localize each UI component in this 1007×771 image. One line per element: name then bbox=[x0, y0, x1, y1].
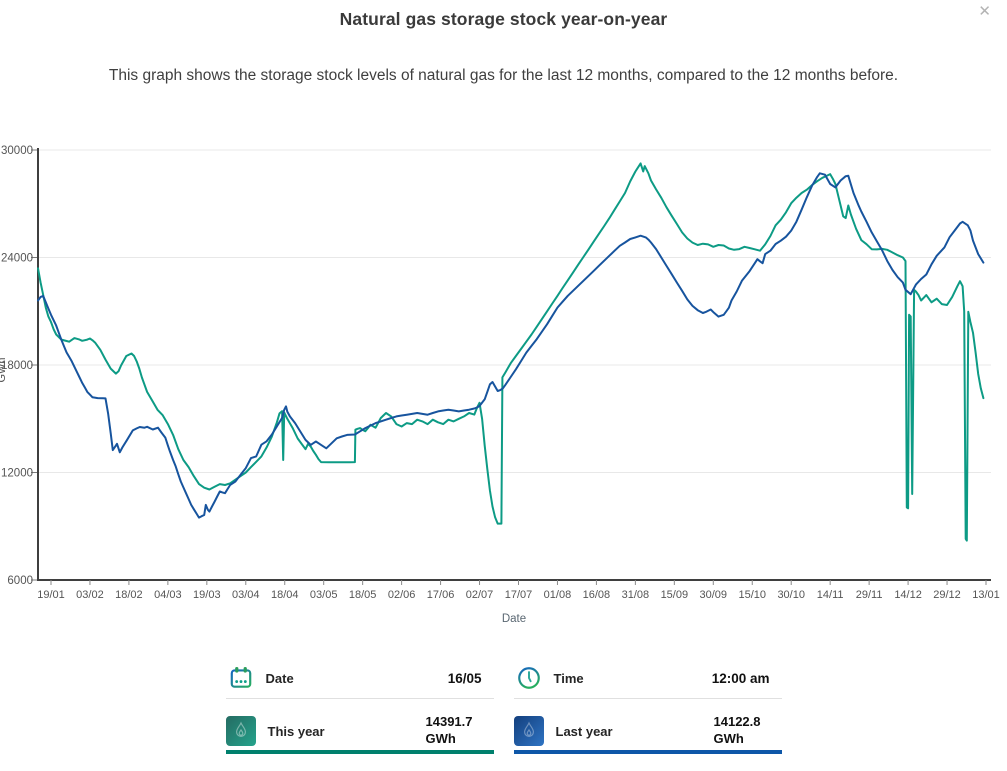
last-year-label: Last year bbox=[555, 723, 613, 739]
svg-text:6000: 6000 bbox=[7, 575, 33, 587]
calendar-icon bbox=[228, 665, 254, 691]
last-year-accent-bar bbox=[513, 750, 782, 754]
tooltip-time-value: 12:00 am bbox=[711, 670, 770, 686]
last-year-unit: GWh bbox=[713, 731, 744, 746]
y-axis-unit-label: GWh bbox=[0, 357, 8, 382]
svg-text:03/04: 03/04 bbox=[232, 589, 260, 601]
svg-text:18/05: 18/05 bbox=[349, 589, 377, 601]
svg-text:12000: 12000 bbox=[1, 468, 33, 480]
svg-text:18/04: 18/04 bbox=[271, 589, 299, 601]
this-year-accent-bar bbox=[225, 750, 494, 754]
chart-svg[interactable]: 6000 12000 18000 24000 30000 GWh 19/01 03/02 18/… bbox=[0, 128, 1007, 633]
this-year-number: 14391.7 bbox=[425, 714, 473, 730]
this-year-unit: GWh bbox=[425, 731, 456, 746]
this-year-value: 14391.7 GWh bbox=[426, 714, 492, 748]
svg-text:02/06: 02/06 bbox=[388, 589, 416, 601]
chart-area: 6000 12000 18000 24000 30000 GWh 19/01 03/02 18/… bbox=[0, 128, 1007, 633]
svg-text:30000: 30000 bbox=[1, 145, 33, 157]
svg-text:15/09: 15/09 bbox=[661, 589, 689, 601]
tooltip-date-row: Date 16/05 bbox=[225, 658, 494, 699]
svg-text:31/08: 31/08 bbox=[622, 589, 650, 601]
tooltip-time-label: Time bbox=[553, 670, 584, 686]
series-line-last-year bbox=[37, 172, 985, 519]
close-icon[interactable]: ✕ bbox=[978, 3, 991, 20]
svg-text:29/11: 29/11 bbox=[856, 589, 883, 601]
svg-text:24000: 24000 bbox=[1, 253, 33, 265]
flame-icon bbox=[513, 716, 544, 746]
svg-text:04/03: 04/03 bbox=[154, 589, 182, 601]
tooltip-this-year-row: This year 14391.7 GWh bbox=[225, 708, 494, 754]
svg-text:03/02: 03/02 bbox=[76, 589, 104, 601]
svg-text:15/10: 15/10 bbox=[738, 589, 766, 601]
svg-text:17/06: 17/06 bbox=[427, 589, 455, 601]
page-title: Natural gas storage stock year-on-year bbox=[339, 9, 668, 29]
x-axis-title: Date bbox=[502, 613, 526, 625]
svg-text:14/11: 14/11 bbox=[817, 589, 844, 601]
svg-text:19/03: 19/03 bbox=[193, 589, 221, 601]
svg-text:30/09: 30/09 bbox=[700, 589, 728, 601]
last-year-number: 14122.8 bbox=[713, 714, 761, 730]
svg-text:29/12: 29/12 bbox=[933, 589, 961, 601]
svg-text:17/07: 17/07 bbox=[505, 589, 533, 601]
last-year-value: 14122.8 GWh bbox=[714, 714, 780, 748]
series-line-this-year bbox=[37, 162, 985, 542]
svg-text:30/10: 30/10 bbox=[777, 589, 805, 601]
clock-icon bbox=[516, 665, 542, 691]
flame-icon bbox=[225, 716, 256, 746]
svg-text:16/08: 16/08 bbox=[583, 589, 611, 601]
svg-text:03/05: 03/05 bbox=[310, 589, 338, 601]
this-year-label: This year bbox=[267, 723, 325, 739]
tooltip-time-row: Time 12:00 am bbox=[513, 658, 782, 699]
svg-text:01/08: 01/08 bbox=[544, 589, 572, 601]
svg-text:14/12: 14/12 bbox=[894, 589, 922, 601]
svg-text:19/01: 19/01 bbox=[37, 589, 65, 601]
tooltip-last-year-row: Last year 14122.8 GWh bbox=[513, 708, 782, 754]
tooltip-date-label: Date bbox=[265, 670, 294, 686]
tooltip-date-value: 16/05 bbox=[447, 670, 482, 686]
svg-text:18000: 18000 bbox=[1, 360, 33, 372]
page-subtitle: This graph shows the storage stock level… bbox=[108, 67, 899, 84]
svg-text:18/02: 18/02 bbox=[115, 589, 143, 601]
tooltip-panel: Date 16/05 Time 12:00 am This year 14391… bbox=[225, 658, 782, 754]
svg-text:02/07: 02/07 bbox=[466, 589, 494, 601]
svg-text:13/01: 13/01 bbox=[972, 589, 1000, 601]
